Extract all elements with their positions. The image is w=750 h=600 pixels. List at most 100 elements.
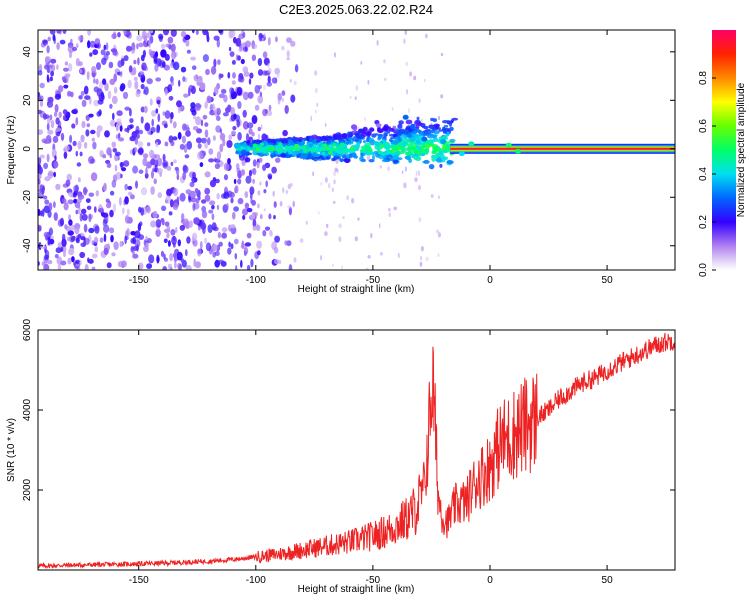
heatmap-cell <box>242 109 247 118</box>
heatmap-cell <box>44 199 50 205</box>
heatmap-cell <box>79 251 86 259</box>
x-tick-label: -50 <box>366 275 381 286</box>
heatmap-cell <box>219 128 223 134</box>
heatmap-cell <box>53 171 56 178</box>
heatmap-cell <box>159 171 162 177</box>
heatmap-cell <box>54 93 62 100</box>
heatmap-cell <box>399 128 406 134</box>
heatmap-cell <box>160 250 165 257</box>
heatmap-cell <box>145 205 151 214</box>
heatmap-cell <box>44 114 50 119</box>
heatmap-cell <box>266 147 271 152</box>
heatmap-cell <box>293 257 297 263</box>
heatmap-cell <box>219 132 226 141</box>
heatmap-cell <box>388 156 392 160</box>
heatmap-cell <box>256 223 259 228</box>
heatmap-cell <box>200 137 207 144</box>
heatmap-cell <box>47 96 54 104</box>
snr-series-line <box>38 332 675 569</box>
heatmap-cell <box>123 160 130 167</box>
heatmap-cell <box>424 148 429 152</box>
heatmap-cell <box>102 78 107 85</box>
heatmap-cell <box>355 85 358 91</box>
heatmap-cell <box>156 257 160 262</box>
heatmap-cell <box>89 40 96 48</box>
heatmap-cell <box>106 147 112 156</box>
heatmap-cell <box>397 142 402 147</box>
heatmap-cell <box>77 140 82 150</box>
heatmap-cell <box>250 258 254 268</box>
heatmap-cell <box>180 31 187 38</box>
heatmap-cell <box>132 236 137 245</box>
heatmap-cell <box>147 30 151 39</box>
heatmap-cell <box>223 94 228 103</box>
heatmap-cell <box>161 43 166 49</box>
heatmap-cell <box>235 37 242 47</box>
heatmap-cell <box>67 63 73 72</box>
heatmap-cell <box>143 105 148 114</box>
heatmap-cell <box>268 104 272 111</box>
heatmap-cell <box>145 235 148 242</box>
heatmap-cell <box>119 161 125 168</box>
heatmap-cell <box>193 217 200 225</box>
heatmap-cell <box>141 30 147 40</box>
heatmap-cell <box>78 177 81 183</box>
heatmap-cell <box>282 187 285 194</box>
heatmap-cell <box>435 127 441 130</box>
heatmap-cell <box>257 203 260 209</box>
colorbar-gradient <box>712 30 736 270</box>
heatmap-cell <box>268 213 272 220</box>
heatmap-cell <box>140 54 145 62</box>
heatmap-cell <box>433 149 438 153</box>
heatmap-cell <box>164 221 170 227</box>
heatmap-cell <box>93 206 97 213</box>
heatmap-cell <box>58 85 64 93</box>
heatmap-cell <box>91 266 96 270</box>
heatmap-cell <box>275 145 280 149</box>
heatmap-cell <box>111 179 117 188</box>
heatmap-cell <box>154 63 159 72</box>
heatmap-cell <box>259 214 263 220</box>
heatmap-cell <box>234 253 238 260</box>
heatmap-cell <box>256 147 261 152</box>
heatmap-cell <box>181 135 186 144</box>
heatmap-cell <box>83 85 89 95</box>
heatmap-cell <box>342 133 348 139</box>
heatmap-cell <box>393 206 398 211</box>
heatmap-cell <box>190 197 197 203</box>
y-tick-label: 6000 <box>22 318 33 341</box>
heatmap-cell <box>218 241 223 247</box>
spectrogram-y-label: Frequency (Hz) <box>6 116 17 185</box>
heatmap-cell <box>155 228 161 237</box>
heatmap-cell <box>240 169 246 176</box>
heatmap-cell <box>237 197 244 205</box>
heatmap-cell <box>161 205 167 212</box>
heatmap-cell <box>278 142 283 147</box>
heatmap-cell <box>367 151 373 155</box>
heatmap-cell <box>83 223 88 233</box>
heatmap-cell <box>316 102 319 107</box>
heatmap-cell <box>88 213 92 223</box>
heatmap-cell <box>61 238 67 247</box>
heatmap-cell <box>251 199 256 206</box>
heatmap-cell <box>325 156 330 160</box>
heatmap-cell <box>245 133 250 143</box>
heatmap-cell <box>370 232 373 239</box>
heatmap-cell <box>53 161 59 169</box>
heatmap-cell <box>244 202 250 209</box>
heatmap-cell <box>164 110 171 119</box>
heatmap-cell <box>170 229 176 236</box>
heatmap-cell <box>136 43 139 50</box>
heatmap-cell <box>54 254 59 259</box>
heatmap-cell <box>332 200 336 204</box>
heatmap-cell <box>144 86 149 96</box>
heatmap-cell <box>377 142 383 146</box>
heatmap-cell <box>104 82 109 92</box>
heatmap-cell <box>261 133 268 141</box>
heatmap-cell <box>273 215 276 220</box>
heatmap-cell <box>149 98 153 106</box>
heatmap-cell <box>84 237 90 245</box>
heatmap-cell <box>267 142 275 145</box>
heatmap-cell <box>178 263 182 270</box>
heatmap-cell <box>212 251 216 258</box>
